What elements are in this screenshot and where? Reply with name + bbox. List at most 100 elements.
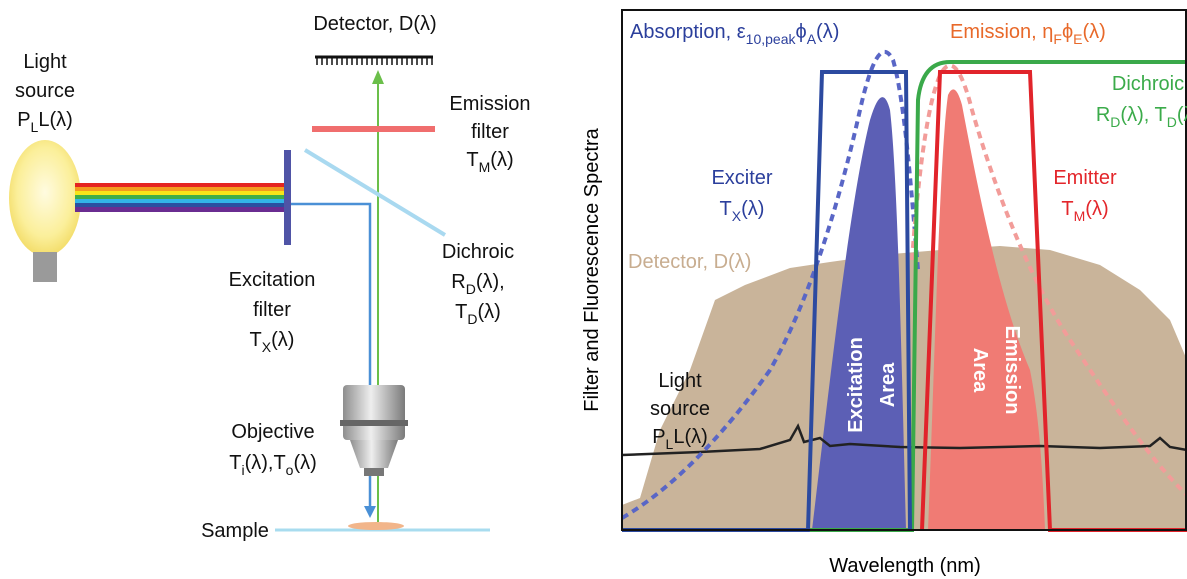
text-run: source bbox=[650, 398, 710, 420]
excitation-filter bbox=[284, 150, 291, 245]
text-run: Exciter bbox=[711, 167, 772, 189]
subscript: 10,peak bbox=[746, 31, 797, 47]
label-line: Detector, D(λ) bbox=[313, 13, 436, 35]
y-axis-label: Filter and Fluorescence Spectra bbox=[581, 127, 603, 411]
text-run: Excitation bbox=[229, 269, 316, 291]
label-line: Area bbox=[877, 362, 899, 407]
label-line: Light bbox=[658, 370, 702, 392]
absorption-label: Absorption, ε10,peakϕA(λ) bbox=[630, 21, 839, 47]
label-line: PLL(λ) bbox=[17, 109, 73, 135]
text-run: Dichroic bbox=[1112, 73, 1184, 95]
text-run: L(λ) bbox=[673, 426, 707, 448]
text-run: T bbox=[250, 329, 262, 351]
label-line: Sample bbox=[201, 520, 269, 542]
dichroic-label: DichroicRD(λ),TD(λ) bbox=[442, 241, 514, 327]
dichroic-mirror bbox=[305, 150, 445, 235]
text-run: R bbox=[451, 271, 465, 293]
label-line: filter bbox=[471, 121, 509, 143]
text-run: filter bbox=[471, 121, 509, 143]
text-run: T bbox=[466, 149, 478, 171]
text-run: (λ) bbox=[293, 452, 316, 474]
text-run: (λ) bbox=[490, 149, 513, 171]
text-run: Detector, D(λ) bbox=[628, 251, 751, 273]
label-line: Absorption, ε10,peakϕA(λ) bbox=[630, 21, 839, 47]
label-line: source bbox=[15, 80, 75, 102]
label-line: Dichroic bbox=[1112, 73, 1184, 95]
label-line: Exciter bbox=[711, 167, 772, 189]
subscript: L bbox=[666, 436, 674, 452]
objective bbox=[340, 385, 408, 476]
label-line: Ti(λ),To(λ) bbox=[229, 452, 317, 478]
label-line: TM(λ) bbox=[466, 149, 513, 175]
text-run: Absorption, ε bbox=[630, 21, 746, 43]
text-run: T bbox=[229, 452, 241, 474]
text-run: filter bbox=[253, 299, 291, 321]
text-run: Light bbox=[23, 51, 67, 73]
text-run: (λ) bbox=[478, 301, 501, 323]
label-line: TM(λ) bbox=[1061, 198, 1108, 224]
text-run: Emission, η bbox=[950, 21, 1053, 43]
text-run: Emission bbox=[1001, 326, 1023, 415]
text-run: Excitation bbox=[845, 337, 867, 433]
detector-label: Detector, D(λ) bbox=[628, 251, 751, 273]
subscript: M bbox=[1074, 208, 1086, 224]
bulb bbox=[9, 140, 81, 256]
detector bbox=[315, 57, 433, 65]
label-line: TX(λ) bbox=[250, 329, 295, 355]
bulb-base bbox=[33, 252, 57, 282]
text-run: source bbox=[15, 80, 75, 102]
label-line: TX(λ) bbox=[720, 198, 765, 224]
emission-label: Emission, ηFϕE(λ) bbox=[950, 21, 1106, 47]
text-run: (λ), bbox=[476, 271, 505, 293]
text-run: (λ) bbox=[1177, 104, 1187, 126]
label-line: RD(λ), bbox=[451, 271, 504, 297]
text-run: Light bbox=[658, 370, 702, 392]
text-run: L(λ) bbox=[38, 109, 72, 131]
subscript: F bbox=[1053, 31, 1062, 47]
text-run: T bbox=[720, 198, 732, 220]
subscript: D bbox=[467, 311, 477, 327]
text-run: T bbox=[1061, 198, 1073, 220]
text-run: (λ) bbox=[271, 329, 294, 351]
label-line: source bbox=[650, 398, 710, 420]
subscript: L bbox=[31, 119, 39, 135]
text-run: P bbox=[652, 426, 665, 448]
text-run: Dichroic bbox=[442, 241, 514, 263]
label-line: RD(λ), TD(λ) bbox=[1096, 104, 1187, 130]
text-run: Objective bbox=[231, 421, 314, 443]
label-line: Excitation bbox=[845, 337, 867, 433]
label-line: TD(λ) bbox=[455, 301, 501, 327]
text-run: (λ) bbox=[741, 198, 764, 220]
label-line: Excitation bbox=[229, 269, 316, 291]
exciter-label: Exciter TX(λ) bbox=[711, 167, 772, 224]
excitation-filter-label: Excitation filter TX(λ) bbox=[229, 269, 316, 355]
subscript: D bbox=[466, 281, 476, 297]
label-line: Area bbox=[969, 348, 991, 393]
text-run: Emitter bbox=[1053, 167, 1117, 189]
subscript: D bbox=[1110, 114, 1120, 130]
emission-filter bbox=[312, 126, 435, 132]
text-run: R bbox=[1096, 104, 1110, 126]
text-run: (λ),T bbox=[245, 452, 286, 474]
text-run: ϕ bbox=[795, 21, 806, 43]
label-line: Dichroic bbox=[442, 241, 514, 263]
label-line: Light bbox=[23, 51, 67, 73]
detector-label: Detector, D(λ) bbox=[313, 13, 436, 35]
text-run: (λ), T bbox=[1120, 104, 1166, 126]
subscript: D bbox=[1167, 114, 1177, 130]
spectra-plot: Wavelength (nm) Filter and Fluorescence … bbox=[581, 10, 1187, 577]
text-run: ϕ bbox=[1062, 21, 1073, 43]
text-run: (λ) bbox=[1085, 198, 1108, 220]
text-run: (λ) bbox=[1082, 21, 1105, 43]
label-line: Emission bbox=[1001, 326, 1023, 415]
label-line: Objective bbox=[231, 421, 314, 443]
text-run: P bbox=[17, 109, 30, 131]
subscript: M bbox=[479, 159, 491, 175]
label-line: Emitter bbox=[1053, 167, 1117, 189]
subscript: o bbox=[286, 462, 294, 478]
x-axis-label: Wavelength (nm) bbox=[829, 555, 981, 577]
arrow bbox=[372, 70, 384, 84]
text-run: Detector, D(λ) bbox=[313, 13, 436, 35]
